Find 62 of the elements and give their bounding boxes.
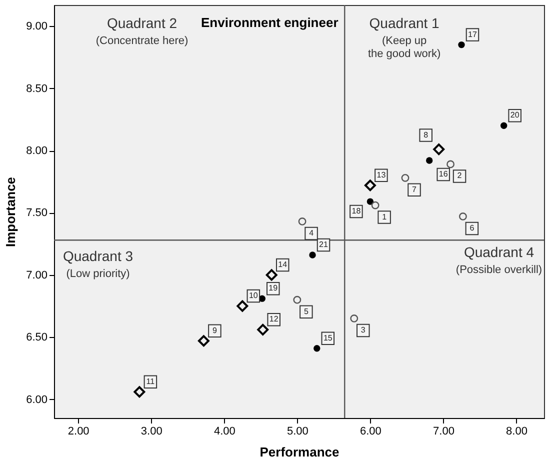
annotation: 18 <box>352 206 362 216</box>
annotation: Quadrant 4 (Possible overkill) <box>456 244 542 276</box>
point <box>401 174 410 182</box>
point <box>433 144 445 156</box>
annotation: 17 <box>468 30 478 39</box>
point <box>257 324 269 336</box>
y-tick-label: 9.00 <box>26 20 48 33</box>
annotation: 12 <box>269 314 279 324</box>
annotation: Quadrant 2 (Concentrate here) <box>96 15 188 47</box>
annotation: Quadrant 1 (Keep up the good work) <box>368 15 441 60</box>
annotation: 8 <box>424 130 429 140</box>
annotation: 11 <box>146 376 156 386</box>
point <box>298 218 306 226</box>
annotation: 9 <box>212 326 218 335</box>
annotation: 20 <box>510 110 520 120</box>
point <box>371 201 380 210</box>
point <box>446 160 454 168</box>
x-tick-label: 6.00 <box>360 426 382 438</box>
x-tick-label: 5.00 <box>286 426 308 438</box>
y-tick-label: 8.50 <box>26 82 48 95</box>
annotation: 7 <box>412 184 418 194</box>
x-axis-title: Performance <box>260 444 340 460</box>
x-tick-label: 3.00 <box>140 426 162 438</box>
point <box>309 252 316 258</box>
annotation: 10 <box>248 291 258 300</box>
point <box>350 314 358 322</box>
x-tick-label: 7.00 <box>433 426 454 438</box>
point <box>134 386 146 398</box>
y-tick-label: 6.50 <box>26 332 48 344</box>
annotation: 2 <box>457 171 462 180</box>
point <box>198 335 210 347</box>
point <box>366 198 374 205</box>
x-tick-label: 8.00 <box>506 426 528 438</box>
annotation: 4 <box>309 228 314 238</box>
point <box>266 269 278 281</box>
annotation: 5 <box>304 306 309 316</box>
annotation: 13 <box>376 170 386 180</box>
point <box>236 300 248 312</box>
text: Environment engineer <box>201 15 338 30</box>
point <box>364 180 376 192</box>
annotation: 6 <box>470 223 475 232</box>
annotation: 3 <box>360 325 366 334</box>
y-axis-title: Importance <box>3 176 18 248</box>
annotation: 19 <box>268 284 278 293</box>
annotation: 1 <box>382 212 388 222</box>
point <box>426 157 433 164</box>
y-tick-label: 7.00 <box>26 269 48 282</box>
point <box>500 122 508 130</box>
x-tick-label: 4.00 <box>214 426 236 438</box>
y-tick-label: 6.00 <box>26 394 48 406</box>
annotation: 16 <box>438 169 448 178</box>
annotation: 14 <box>278 260 288 269</box>
point <box>458 212 467 220</box>
y-tick-label: 7.50 <box>26 207 48 220</box>
point <box>293 296 302 304</box>
point <box>314 344 320 352</box>
annotation: 21 <box>319 240 329 250</box>
x-tick-label: 2.00 <box>68 426 90 438</box>
annotation: 15 <box>323 333 333 342</box>
y-tick-label: 8.00 <box>26 145 48 158</box>
point <box>458 41 465 48</box>
annotation: Quadrant 3 (Low priority) <box>62 248 134 280</box>
